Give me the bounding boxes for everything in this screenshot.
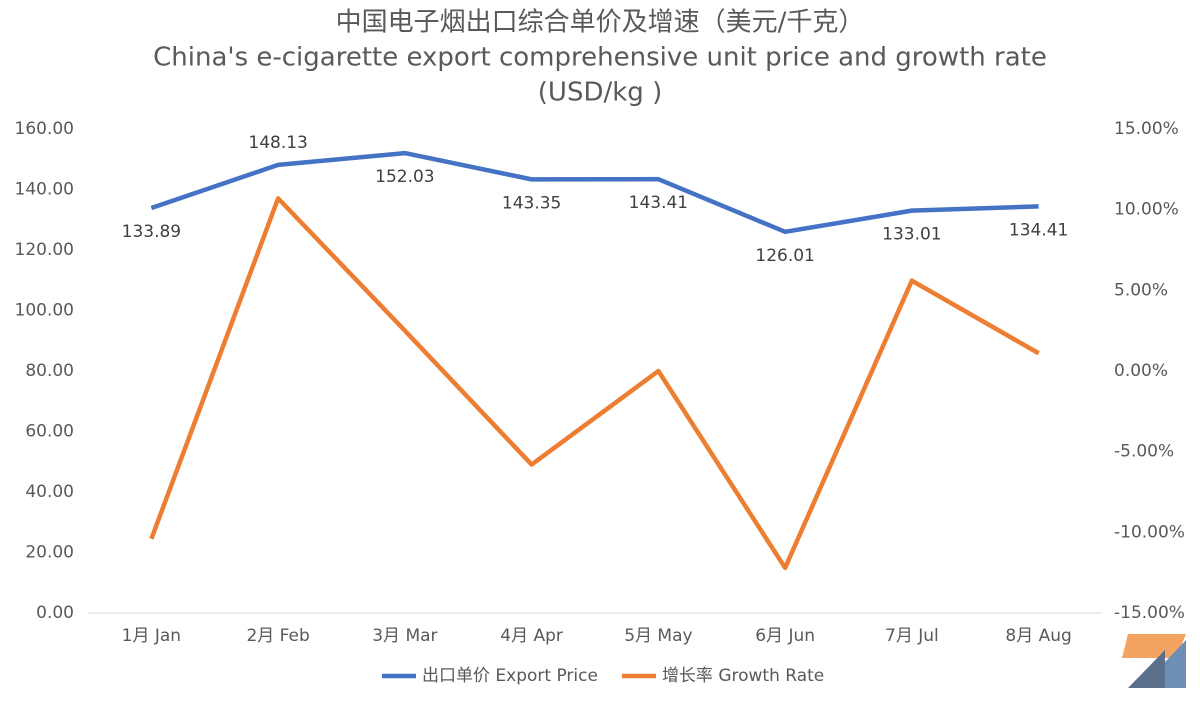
logo [1122,634,1186,688]
y2-tick-label: -5.00% [1114,442,1174,462]
series-line [150,150,1039,235]
data-label: 143.35 [502,193,561,213]
y2-tick-label: 5.00% [1114,280,1168,300]
chart-title: China's e-cigarette export comprehensive… [153,43,1047,73]
y2-tick-label: 15.00% [1114,119,1179,139]
data-label: 134.41 [1009,220,1068,240]
y-tick-label: 140.00 [15,180,74,200]
y-tick-label: 100.00 [15,301,74,321]
y-tick-label: 60.00 [25,422,74,442]
logo-shape [1128,650,1165,688]
logo-shape [1122,634,1186,658]
y2-tick-label: -15.00% [1114,603,1185,623]
x-tick-label: 3月 Mar [372,626,437,646]
y2-tick-label: 0.00% [1114,361,1168,381]
x-tick-label: 7月 Jul [885,626,939,646]
y-tick-label: 40.00 [25,482,74,502]
legend-label: 出口单价 Export Price [422,666,598,686]
data-label: 126.01 [755,246,814,266]
x-tick-label: 1月 Jan [122,626,181,646]
x-tick-label: 6月 Jun [755,626,815,646]
y-tick-label: 160.00 [15,119,74,139]
series-line [149,196,1040,571]
x-tick-label: 8月 Aug [1005,626,1071,646]
data-label: 143.41 [629,193,688,213]
y-tick-label: 20.00 [25,543,74,563]
x-tick-label: 2月 Feb [246,626,309,646]
y2-tick-label: -10.00% [1114,522,1185,542]
y-tick-label: 120.00 [15,240,74,260]
chart-title: (USD/kg ) [538,78,662,108]
y-tick-label: 0.00 [36,603,74,623]
data-label: 133.89 [122,222,181,242]
x-tick-label: 4月 Apr [500,626,563,646]
data-label: 152.03 [375,167,434,187]
data-label: 148.13 [248,133,307,153]
x-tick-label: 5月 May [624,626,692,646]
data-label: 133.01 [882,225,941,245]
y-tick-label: 80.00 [25,361,74,381]
legend-label: 增长率 Growth Rate [662,666,824,686]
y2-tick-label: 10.00% [1114,200,1179,220]
chart-title: 中国电子烟出口综合单价及增速（美元/千克） [336,8,865,38]
